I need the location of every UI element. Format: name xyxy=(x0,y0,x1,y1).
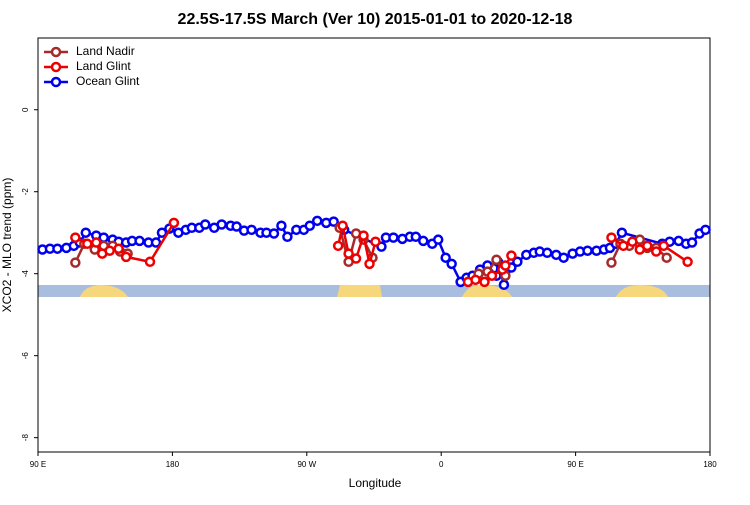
point xyxy=(156,227,168,238)
point xyxy=(304,220,316,231)
point xyxy=(70,257,81,268)
point xyxy=(168,217,180,229)
point xyxy=(364,258,375,270)
point xyxy=(82,238,93,250)
point xyxy=(642,240,653,252)
land-patch xyxy=(337,285,382,297)
point xyxy=(312,215,323,227)
point xyxy=(52,243,63,254)
legend-label: Land Glint xyxy=(76,59,131,73)
x-axis-label: Longitude xyxy=(349,476,402,490)
point xyxy=(616,227,628,238)
point xyxy=(328,216,339,227)
legend-marker xyxy=(50,61,62,73)
x-tick-label: 0 xyxy=(439,460,444,469)
point xyxy=(432,234,444,245)
point xyxy=(268,228,280,239)
x-tick-label: 90 E xyxy=(30,460,46,469)
y-axis-label: XCO2 - MLO trend (ppm) xyxy=(0,178,14,313)
point xyxy=(650,246,662,257)
point xyxy=(200,219,211,230)
point xyxy=(500,260,511,271)
point xyxy=(337,220,348,231)
point xyxy=(370,236,381,247)
x-tick-label: 180 xyxy=(703,460,717,469)
point xyxy=(700,224,711,236)
point xyxy=(358,230,369,241)
point xyxy=(470,274,481,286)
point xyxy=(113,243,124,254)
point xyxy=(246,224,257,236)
point xyxy=(686,237,698,248)
point xyxy=(216,219,227,230)
point xyxy=(70,232,81,243)
land-patch xyxy=(80,285,128,297)
point xyxy=(418,235,429,247)
x-tick-label: 90 E xyxy=(567,460,583,469)
point xyxy=(512,256,523,268)
point xyxy=(90,237,102,248)
point xyxy=(410,231,422,243)
point xyxy=(144,256,156,268)
point xyxy=(541,247,553,259)
point xyxy=(661,252,672,263)
point xyxy=(498,279,510,291)
point xyxy=(491,254,502,266)
point xyxy=(440,252,451,263)
point xyxy=(134,235,145,247)
y-tick-label: -2 xyxy=(21,188,30,196)
plot-frame xyxy=(37,37,711,453)
point xyxy=(606,257,617,268)
land-patch xyxy=(462,285,512,297)
point xyxy=(332,240,344,252)
y-tick-label: -6 xyxy=(21,352,30,360)
point xyxy=(618,240,629,252)
point xyxy=(343,248,354,259)
legend-marker xyxy=(50,76,62,88)
legend-label: Ocean Glint xyxy=(76,74,140,88)
point xyxy=(104,245,115,256)
point xyxy=(282,231,293,243)
point xyxy=(606,232,617,243)
point xyxy=(120,251,132,263)
point xyxy=(627,236,638,247)
point xyxy=(80,227,92,238)
point xyxy=(388,232,399,243)
y-tick-label: 0 xyxy=(21,107,30,112)
point xyxy=(682,256,693,268)
land-patch xyxy=(616,285,668,297)
point xyxy=(486,270,498,281)
point xyxy=(582,245,593,256)
point xyxy=(446,258,457,270)
point xyxy=(350,253,362,264)
chart-title: 22.5S-17.5S March (Ver 10) 2015-01-01 to… xyxy=(178,11,573,28)
y-tick-label: -4 xyxy=(21,270,30,278)
x-tick-label: 90 W xyxy=(297,460,316,469)
legend-marker xyxy=(50,46,62,58)
y-tick-label: -8 xyxy=(21,434,30,442)
point xyxy=(231,221,242,232)
point xyxy=(150,237,162,248)
point xyxy=(558,252,569,263)
point xyxy=(479,276,490,288)
point xyxy=(276,220,287,231)
point xyxy=(506,250,517,261)
x-tick-label: 180 xyxy=(166,460,180,469)
legend-label: Land Nadir xyxy=(76,44,135,58)
point xyxy=(658,240,669,252)
